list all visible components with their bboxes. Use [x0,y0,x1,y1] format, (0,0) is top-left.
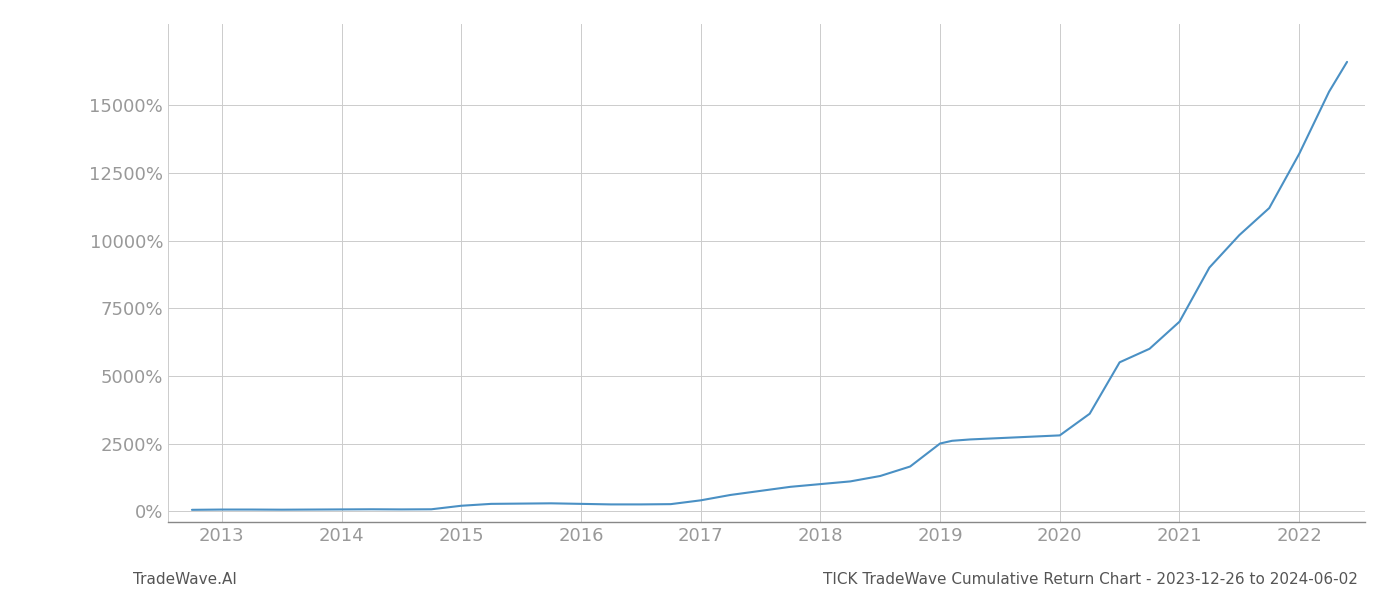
Text: TradeWave.AI: TradeWave.AI [133,572,237,587]
Text: TICK TradeWave Cumulative Return Chart - 2023-12-26 to 2024-06-02: TICK TradeWave Cumulative Return Chart -… [823,572,1358,587]
